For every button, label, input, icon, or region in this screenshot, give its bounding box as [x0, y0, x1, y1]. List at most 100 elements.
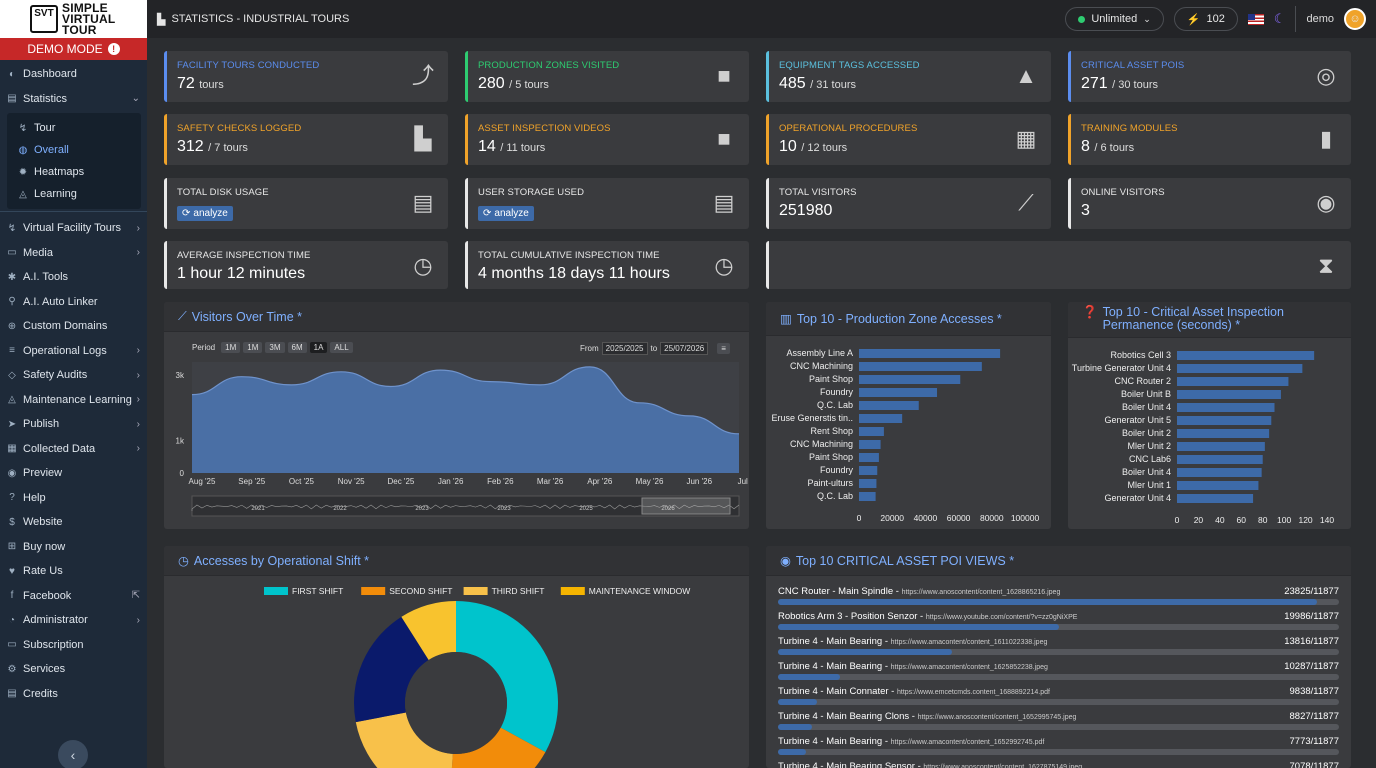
sidebar-item-buy-now[interactable]: ⊞ Buy now — [0, 535, 147, 560]
brand-logo[interactable]: SVT SIMPLE VIRTUAL TOUR — [0, 0, 147, 38]
list-item[interactable]: CNC Router - Main Spindle - https://www.… — [778, 586, 1339, 611]
credits-badge[interactable]: ⚡ 102 — [1173, 7, 1238, 31]
bar[interactable] — [859, 401, 919, 410]
list-item[interactable]: Turbine 4 - Main Bearing Clons - https:/… — [778, 711, 1339, 736]
pie-slice[interactable] — [450, 727, 546, 768]
bar[interactable] — [859, 466, 878, 475]
sidebar-item-safety-audits[interactable]: ◇ Safety Audits › — [0, 363, 147, 388]
bar[interactable] — [859, 388, 938, 397]
period-button-3m[interactable]: 3M — [265, 342, 285, 353]
sidebar-item-virtual-facility-tours[interactable]: ↯ Virtual Facility Tours › — [0, 216, 147, 241]
sidebar-item-heatmaps[interactable]: ✹ Heatmaps — [7, 161, 141, 183]
bar[interactable] — [1177, 364, 1303, 373]
period-button-1m[interactable]: 1M — [243, 342, 263, 353]
pie-slice[interactable] — [354, 616, 429, 723]
sidebar-item-credits[interactable]: ▤ Credits — [0, 682, 147, 707]
sidebar-item-preview[interactable]: ◉ Preview — [0, 461, 147, 486]
username[interactable]: demo — [1306, 13, 1334, 25]
navigator-selection[interactable] — [641, 497, 731, 515]
pie-slice[interactable] — [401, 601, 456, 660]
shift-donut-chart[interactable]: FIRST SHIFT SECOND SHIFT THIRD SHIFT MAINTE… — [164, 576, 749, 768]
bar[interactable] — [859, 427, 884, 436]
sidebar-item-subscription[interactable]: ▭ Subscription — [0, 633, 147, 658]
bar[interactable] — [1177, 429, 1270, 438]
poi-url[interactable]: https://www.anoscontent/content_16529957… — [917, 714, 1077, 721]
sidebar-item-collected-data[interactable]: ▦ Collected Data › — [0, 437, 147, 462]
bar[interactable] — [859, 362, 982, 371]
period-button-1m[interactable]: 1M — [221, 342, 241, 353]
bar[interactable] — [859, 453, 879, 462]
poi-url[interactable]: https://www.anoscontent/content_16278751… — [923, 764, 1083, 768]
bar[interactable] — [1177, 377, 1289, 386]
from-date-input[interactable]: 2025/2025 — [601, 342, 648, 355]
sidebar-item-operational-logs[interactable]: ≡ Operational Logs › — [0, 339, 147, 364]
list-item[interactable]: Turbine 4 - Main Bearing - https://www.a… — [778, 736, 1339, 761]
us-flag-icon[interactable] — [1247, 13, 1264, 25]
sidebar-item-tour[interactable]: ↯ Tour — [7, 117, 141, 139]
avatar[interactable]: ☺ — [1344, 8, 1366, 30]
sidebar-item-overall[interactable]: ◍ Overall — [7, 139, 141, 161]
bar[interactable] — [1177, 442, 1265, 451]
analyze-button[interactable]: ⟳ analyze — [478, 206, 534, 221]
bar[interactable] — [859, 349, 1001, 358]
sidebar-item-administrator[interactable]: ◔ Administrator › — [0, 608, 147, 633]
list-item[interactable]: Robotics Arm 3 - Position Senzor - https… — [778, 611, 1339, 636]
poi-url[interactable]: https://www.youtube.com/content/?v=zz0gN… — [925, 614, 1078, 621]
bar[interactable] — [859, 375, 961, 384]
analyze-button[interactable]: ⟳ analyze — [177, 206, 233, 221]
legend-label[interactable]: THIRD SHIFT — [492, 586, 545, 596]
sidebar-item-custom-domains[interactable]: ⊕ Custom Domains — [0, 314, 147, 339]
bar[interactable] — [1177, 455, 1263, 464]
sidebar-item-media[interactable]: ▭ Media › — [0, 241, 147, 266]
poi-url[interactable]: https://www.anoscontent/content_16288652… — [901, 589, 1061, 596]
asset-permanence-bar-chart[interactable]: Robotics Cell 3 Turbine Generator Unit 4 C… — [1068, 338, 1351, 529]
production-zone-bar-chart[interactable]: Assembly Line A CNC Machining Paint Shop Fo… — [766, 336, 1051, 529]
pie-slice[interactable] — [355, 712, 453, 768]
legend-label[interactable]: MAINTENANCE WINDOW — [589, 586, 691, 596]
visitors-area-chart[interactable]: 0 1k 3k Aug '25 Sep '25 Oct '25 Nov '25 Dec '25… — [164, 332, 749, 529]
bar[interactable] — [859, 440, 881, 449]
bar[interactable] — [1177, 351, 1315, 360]
list-item[interactable]: Turbine 4 - Main Bearing Sensor - https:… — [778, 761, 1339, 768]
sidebar-item-statistics[interactable]: ▤ Statistics ⌄ — [0, 87, 147, 112]
sidebar-item-publish[interactable]: ➤ Publish › — [0, 412, 147, 437]
dark-mode-icon[interactable]: ☾ — [1273, 11, 1286, 26]
to-date-input[interactable]: 25/07/2026 — [660, 342, 709, 355]
period-button-6m[interactable]: 6M — [287, 342, 307, 353]
sidebar-item-dashboard[interactable]: ◐ Dashboard — [0, 62, 147, 87]
sidebar-item-help[interactable]: ? Help — [0, 486, 147, 511]
sidebar-item-a-i-tools[interactable]: ✱ A.I. Tools — [0, 265, 147, 290]
bar[interactable] — [859, 492, 876, 501]
list-item[interactable]: Turbine 4 - Main Bearing - https://www.a… — [778, 661, 1339, 686]
sidebar-item-a-i-auto-linker[interactable]: ⚲ A.I. Auto Linker — [0, 290, 147, 315]
bar[interactable] — [1177, 494, 1254, 503]
list-item[interactable]: Turbine 4 - Main Connater - https://www.… — [778, 686, 1339, 711]
demo-mode-banner[interactable]: DEMO MODE ! — [0, 38, 147, 60]
bar[interactable] — [859, 479, 877, 488]
sidebar-item-services[interactable]: ⚙ Services — [0, 657, 147, 682]
sidebar-item-website[interactable]: $ Website — [0, 510, 147, 535]
bar[interactable] — [1177, 403, 1275, 412]
period-button-1a[interactable]: 1A — [309, 342, 328, 353]
legend-label[interactable]: FIRST SHIFT — [292, 586, 343, 596]
poi-url[interactable]: https://www.amacontent/content_165299274… — [890, 739, 1045, 746]
collapse-sidebar-button[interactable]: ‹ — [58, 740, 88, 768]
chart-menu-icon[interactable]: ≡ — [717, 343, 730, 354]
poi-url[interactable]: https://www.amacontent/content_161102233… — [890, 639, 1048, 646]
plan-dropdown[interactable]: Unlimited ⌄ — [1065, 7, 1164, 31]
sidebar-item-maintenance-learning[interactable]: ◬ Maintenance Learning › — [0, 388, 147, 413]
bar[interactable] — [1177, 468, 1262, 477]
poi-url[interactable]: https://www.emcetcmds.content_1688892214… — [897, 689, 1050, 696]
legend-label[interactable]: SECOND SHIFT — [389, 586, 452, 596]
bar[interactable] — [859, 414, 903, 423]
pie-slice[interactable] — [456, 601, 558, 753]
period-button-all[interactable]: ALL — [330, 342, 353, 353]
poi-url[interactable]: https://www.amacontent/content_162585223… — [890, 664, 1048, 671]
list-item[interactable]: Turbine 4 - Main Bearing - https://www.a… — [778, 636, 1339, 661]
sidebar-item-learning[interactable]: ◬ Learning — [7, 183, 141, 205]
bar[interactable] — [1177, 416, 1272, 425]
sidebar-item-facebook[interactable]: f Facebook ⇱ — [0, 584, 147, 609]
bar[interactable] — [1177, 390, 1281, 399]
bar[interactable] — [1177, 481, 1259, 490]
sidebar-item-rate-us[interactable]: ♥ Rate Us — [0, 559, 147, 584]
